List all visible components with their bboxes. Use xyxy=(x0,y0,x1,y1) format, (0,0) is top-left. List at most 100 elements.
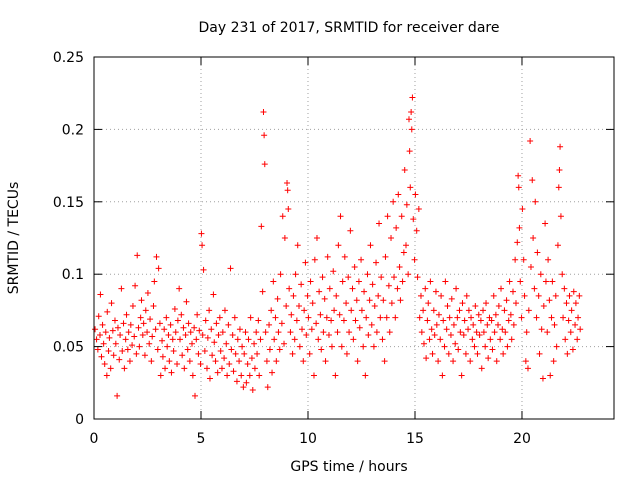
data-point xyxy=(473,329,480,336)
data-point xyxy=(560,314,567,321)
data-point xyxy=(469,336,476,343)
data-point xyxy=(212,358,219,365)
data-point xyxy=(244,360,251,367)
data-point xyxy=(524,365,531,372)
data-point xyxy=(520,256,527,263)
data-point xyxy=(550,358,557,365)
data-point xyxy=(467,358,474,365)
data-point xyxy=(225,321,232,328)
data-point xyxy=(174,360,181,367)
data-point xyxy=(370,343,377,350)
data-point xyxy=(178,311,185,318)
data-point xyxy=(396,263,403,270)
data-point xyxy=(124,346,131,353)
data-point xyxy=(319,274,326,281)
data-point xyxy=(99,321,106,328)
y-tick-label: 0 xyxy=(75,412,84,428)
data-point xyxy=(352,317,359,324)
data-point xyxy=(298,281,305,288)
data-point xyxy=(468,314,475,321)
data-point xyxy=(97,291,104,298)
data-point xyxy=(129,342,136,349)
data-point xyxy=(341,253,348,260)
data-point xyxy=(249,387,256,394)
data-point xyxy=(512,256,519,263)
data-point xyxy=(480,307,487,314)
data-point xyxy=(533,314,540,321)
data-point xyxy=(537,271,544,278)
data-point xyxy=(328,343,335,350)
data-point xyxy=(293,317,300,324)
data-point xyxy=(136,343,143,350)
data-point xyxy=(463,292,470,299)
data-point xyxy=(487,336,494,343)
data-point xyxy=(345,274,352,281)
data-point xyxy=(292,271,299,278)
data-point xyxy=(150,303,157,310)
data-point xyxy=(264,384,271,391)
data-point xyxy=(574,336,581,343)
data-point xyxy=(443,326,450,333)
data-point xyxy=(251,365,258,372)
data-point xyxy=(403,242,409,249)
data-point xyxy=(417,292,424,299)
data-point xyxy=(565,317,572,324)
data-point xyxy=(181,365,188,372)
data-point xyxy=(199,242,206,249)
data-point xyxy=(168,369,175,376)
data-point xyxy=(300,358,307,365)
data-point xyxy=(447,332,454,339)
data-point xyxy=(446,314,453,321)
data-point xyxy=(137,314,144,321)
data-point xyxy=(437,336,444,343)
data-point xyxy=(154,346,161,353)
data-point xyxy=(162,365,169,372)
data-point xyxy=(197,360,204,367)
data-point xyxy=(157,372,164,379)
plot-area xyxy=(94,57,614,419)
data-point xyxy=(296,343,303,350)
data-point xyxy=(444,303,451,310)
data-point xyxy=(438,292,445,299)
data-point xyxy=(167,321,174,328)
data-point xyxy=(163,314,170,321)
data-point xyxy=(334,329,341,336)
data-point xyxy=(561,285,568,292)
data-point xyxy=(490,292,497,299)
data-point xyxy=(93,336,100,343)
data-point xyxy=(346,329,353,336)
x-tick-label: 10 xyxy=(299,431,317,447)
data-point xyxy=(378,274,385,281)
data-point xyxy=(232,350,239,357)
data-point xyxy=(306,350,313,357)
data-point xyxy=(485,355,492,362)
data-point xyxy=(110,352,117,359)
data-point xyxy=(502,329,509,336)
data-point xyxy=(322,358,329,365)
data-point xyxy=(347,227,354,234)
data-point xyxy=(508,336,515,343)
data-point xyxy=(514,239,521,246)
data-point xyxy=(572,300,579,307)
data-point xyxy=(373,329,380,336)
data-point xyxy=(429,350,436,357)
data-point xyxy=(521,292,528,299)
data-point xyxy=(354,358,361,365)
data-point xyxy=(527,263,534,270)
data-point xyxy=(189,372,196,379)
data-point xyxy=(480,329,487,336)
data-point xyxy=(176,285,183,292)
data-point xyxy=(477,317,484,324)
data-point xyxy=(559,271,566,278)
data-point xyxy=(500,350,507,357)
data-point xyxy=(248,355,255,362)
data-point xyxy=(191,324,198,331)
data-point xyxy=(226,360,233,367)
data-point xyxy=(405,116,412,123)
data-point xyxy=(458,372,465,379)
data-point xyxy=(109,327,116,334)
data-point xyxy=(92,326,99,333)
data-point xyxy=(270,278,277,285)
data-point xyxy=(512,300,519,307)
data-point xyxy=(504,343,511,350)
